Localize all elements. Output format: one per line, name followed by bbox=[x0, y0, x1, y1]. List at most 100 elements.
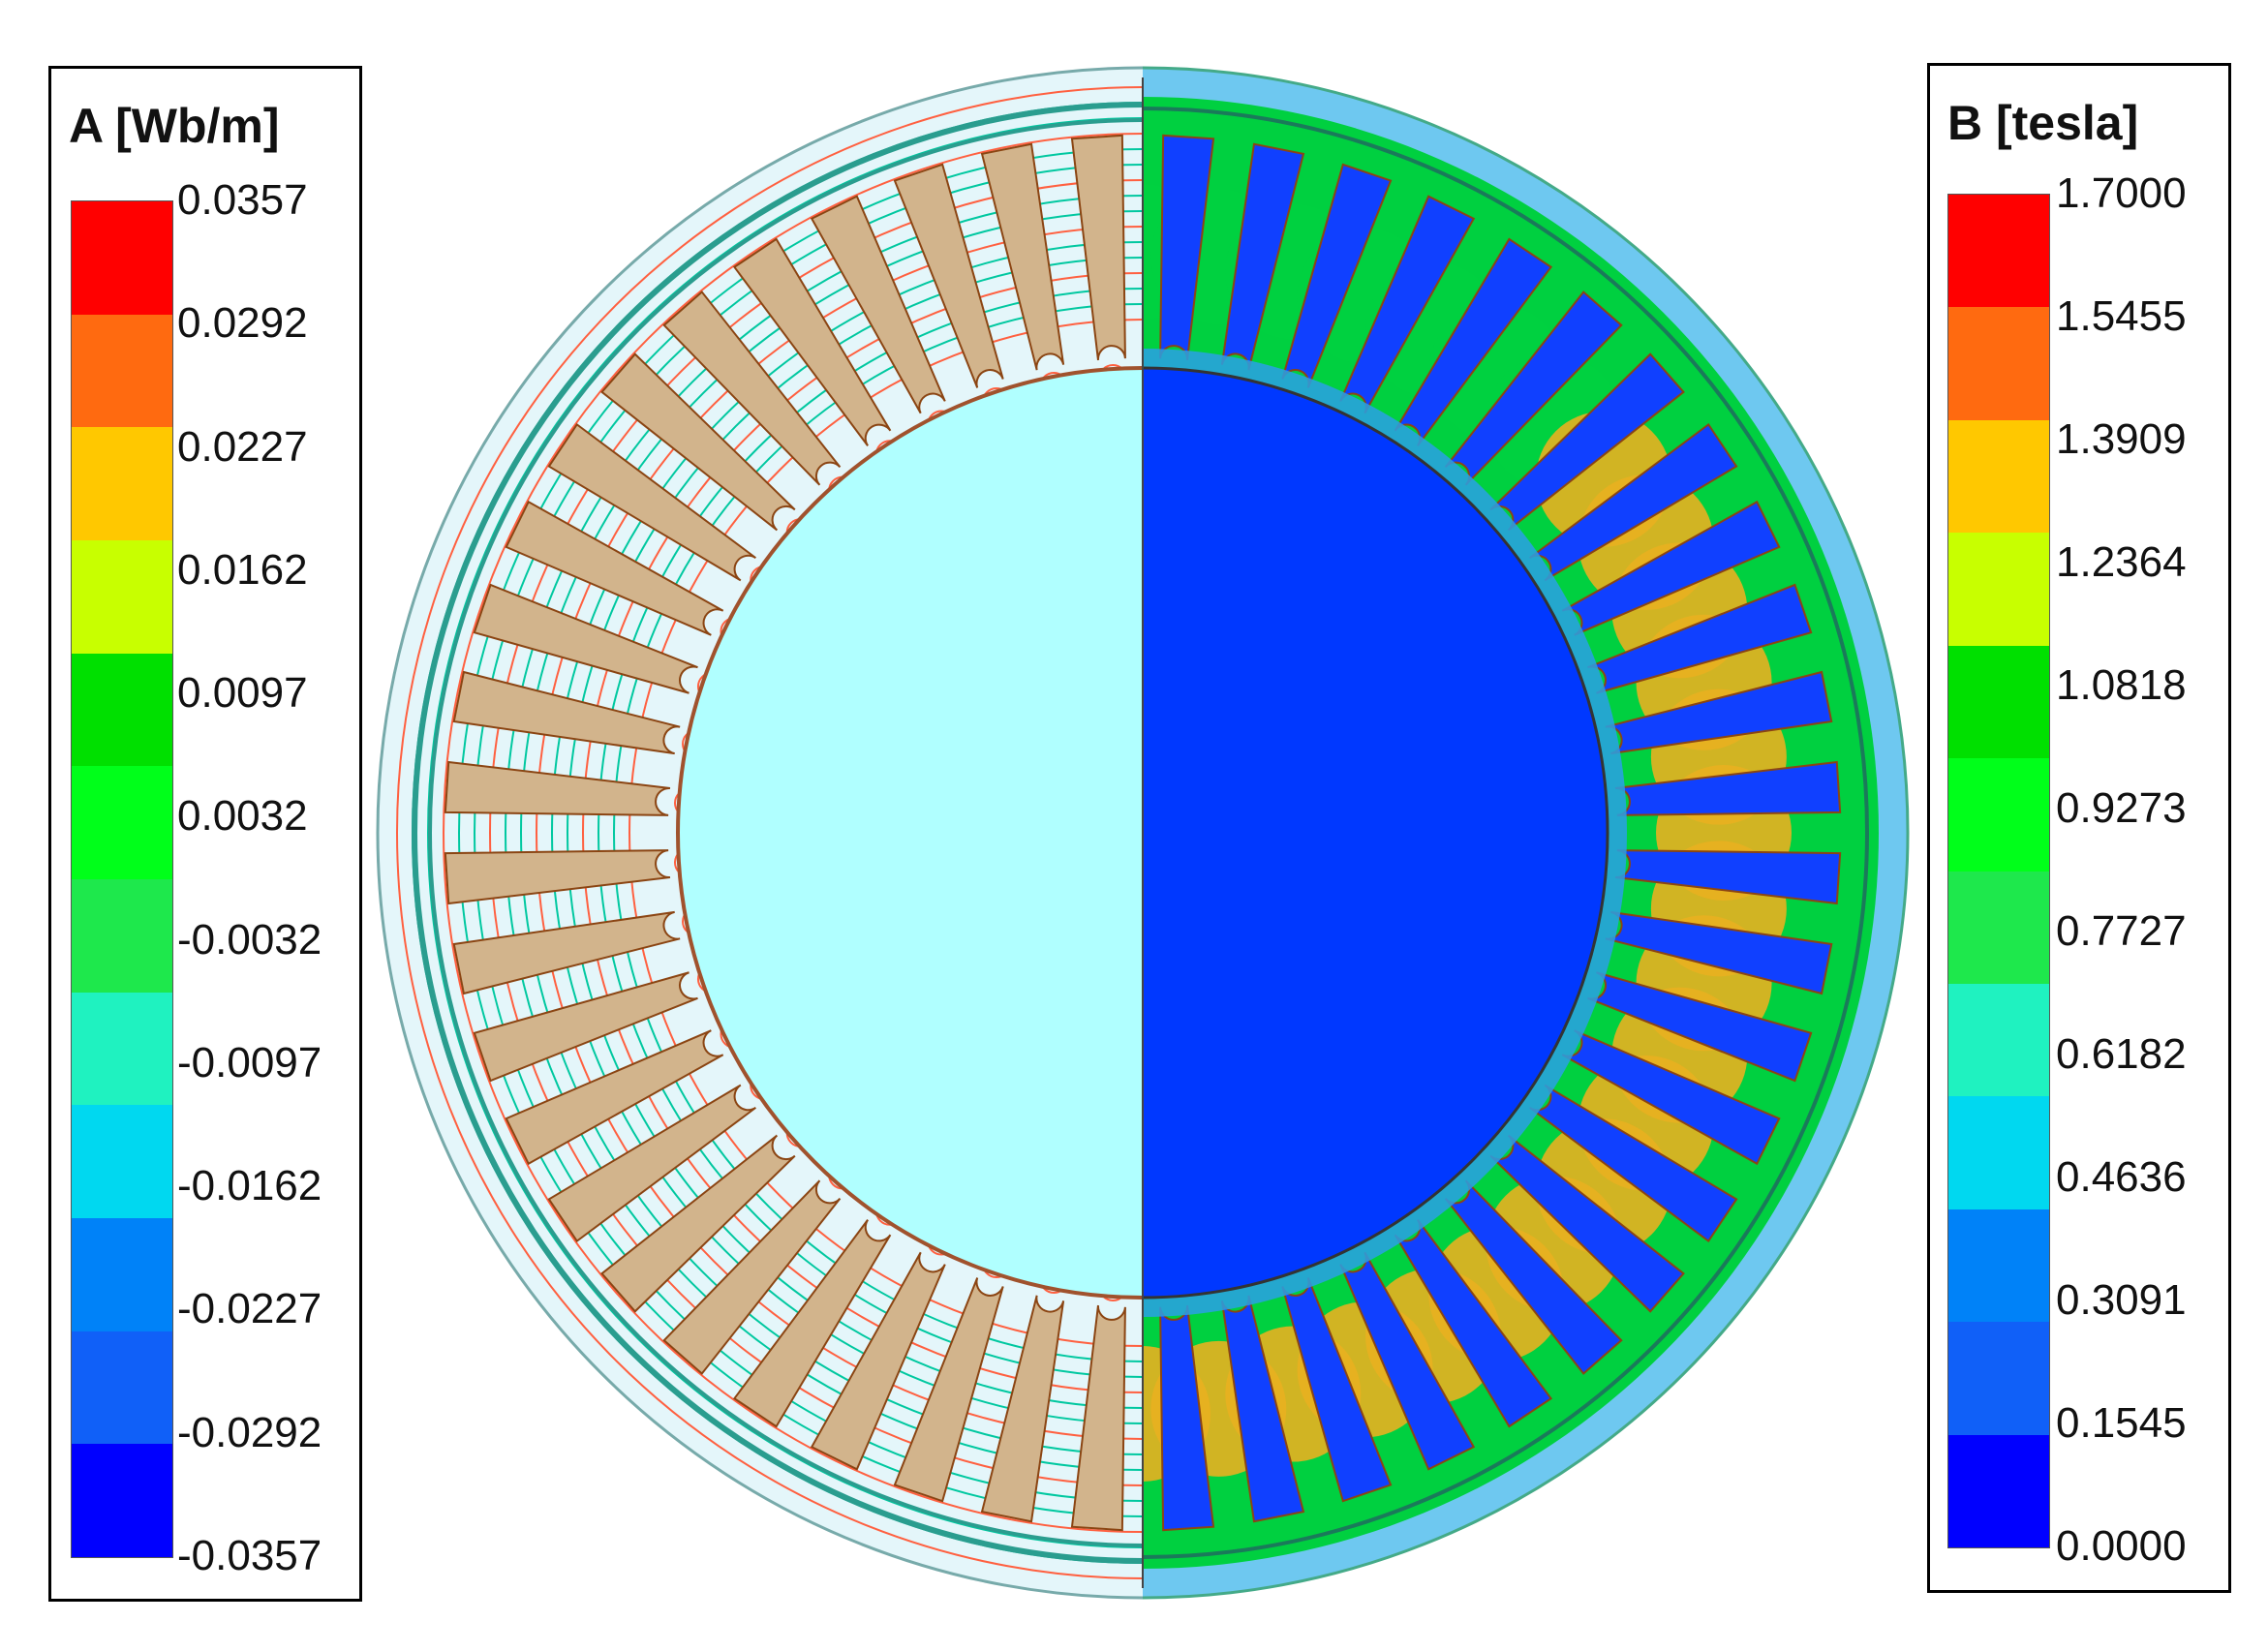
stator-ring bbox=[428, 118, 1143, 1547]
flux-contour-line bbox=[628, 319, 1143, 1347]
motor-cross-section bbox=[376, 66, 1910, 1600]
flux-contour-line bbox=[613, 303, 1143, 1362]
legend-color-band bbox=[72, 540, 172, 655]
legend-tick-label: -0.0097 bbox=[177, 1038, 322, 1086]
legend-a-colorbar bbox=[71, 200, 173, 1558]
legend-color-band bbox=[1948, 533, 2049, 647]
legend-tick-label: 0.0227 bbox=[177, 422, 308, 471]
coil-slot bbox=[662, 291, 842, 486]
flux-contour-line bbox=[598, 288, 1143, 1378]
legend-tick-label: 0.0097 bbox=[177, 669, 308, 718]
legend-color-band bbox=[72, 879, 172, 994]
coil-slot bbox=[893, 163, 1004, 388]
legend-tick-label: 0.1545 bbox=[2056, 1399, 2187, 1447]
legend-tick-label: 1.2364 bbox=[2056, 538, 2187, 586]
coil-slot bbox=[452, 910, 681, 995]
legend-tick-label: -0.0357 bbox=[177, 1532, 322, 1579]
coil-slot bbox=[452, 670, 681, 755]
legend-color-band bbox=[1948, 1208, 2049, 1323]
legend-tick-label: 0.3091 bbox=[2056, 1276, 2187, 1324]
legend-color-band bbox=[72, 653, 172, 767]
legend-color-band bbox=[72, 427, 172, 541]
legend-tick-label: 0.4636 bbox=[2056, 1153, 2187, 1201]
flux-contour-line bbox=[489, 179, 1143, 1486]
coil-slot bbox=[732, 1219, 892, 1428]
stator-ring bbox=[1143, 107, 1869, 1559]
coil-slot bbox=[732, 237, 892, 446]
legend-tick-label: 0.0162 bbox=[177, 545, 308, 594]
coil-slot bbox=[600, 352, 796, 532]
legend-tick-label: 0.6182 bbox=[2056, 1030, 2187, 1078]
flux-contour-line bbox=[458, 148, 1143, 1517]
coil-slot bbox=[810, 195, 946, 414]
legend-tick-label: -0.0227 bbox=[177, 1285, 322, 1333]
coil-slot bbox=[893, 1277, 1004, 1503]
legend-tick-label: 1.0818 bbox=[2056, 661, 2187, 709]
legend-tick-label: -0.0032 bbox=[177, 915, 322, 964]
flux-contour-line bbox=[396, 86, 1143, 1579]
legend-tick-label: 1.5455 bbox=[2056, 292, 2187, 340]
legend-color-band bbox=[1948, 307, 2049, 421]
legend-color-band bbox=[72, 766, 172, 880]
flux-line-plot-half bbox=[376, 66, 1143, 1600]
coil-slot bbox=[980, 1295, 1065, 1523]
legend-tick-label: 1.7000 bbox=[2056, 169, 2187, 217]
flux-density-plot-half bbox=[1143, 66, 1910, 1600]
legend-color-band bbox=[1948, 871, 2049, 985]
legend-color-band bbox=[1948, 419, 2049, 534]
coil-slot bbox=[505, 1029, 724, 1166]
coil-slot bbox=[444, 849, 671, 905]
legend-tick-label: 0.7727 bbox=[2056, 907, 2187, 955]
legend-tick-label: 0.9273 bbox=[2056, 784, 2187, 832]
coil-slot bbox=[505, 500, 724, 636]
stator-ring bbox=[412, 102, 1143, 1564]
coil-slot bbox=[980, 142, 1065, 371]
coil-slot bbox=[547, 422, 756, 582]
flux-contour-line bbox=[520, 210, 1143, 1455]
legend-a-title: A [Wb/m] bbox=[69, 99, 280, 153]
legend-color-band bbox=[1948, 645, 2049, 759]
flux-contour-line bbox=[443, 133, 1143, 1533]
legend-color-band bbox=[72, 992, 172, 1106]
legend-tick-label: 0.0032 bbox=[177, 792, 308, 841]
legend-color-band bbox=[72, 314, 172, 428]
legend-color-band bbox=[1948, 1322, 2049, 1436]
coil-slot bbox=[600, 1134, 796, 1313]
legend-color-band bbox=[72, 1218, 172, 1332]
flux-contour-line bbox=[536, 226, 1143, 1440]
coil-slot bbox=[473, 583, 698, 694]
legend-tick-label: 0.0000 bbox=[2056, 1522, 2187, 1570]
flux-contour-line bbox=[474, 164, 1143, 1502]
legend-b-title: B [tesla] bbox=[1947, 96, 2139, 150]
legend-color-band bbox=[1948, 983, 2049, 1097]
flux-contour-line bbox=[551, 241, 1143, 1424]
legend-a: A [Wb/m] 0.0357 0.0292 0.0227 0.0162 0.0097 0… bbox=[48, 66, 362, 1602]
legend-color-band bbox=[1948, 195, 2049, 308]
coil-slot bbox=[662, 1179, 842, 1375]
legend-color-band bbox=[72, 1331, 172, 1445]
legend-color-band bbox=[72, 1444, 172, 1558]
legend-tick-label: -0.0162 bbox=[177, 1162, 322, 1210]
coil-slot bbox=[547, 1084, 756, 1243]
legend-color-band bbox=[1948, 1096, 2049, 1210]
legend-tick-label: 1.3909 bbox=[2056, 415, 2187, 463]
legend-color-band bbox=[1948, 1434, 2049, 1548]
flux-contour-line bbox=[582, 272, 1143, 1393]
rotor-bore bbox=[1143, 366, 1609, 1300]
legend-b-colorbar bbox=[1947, 194, 2050, 1548]
legend-color-band bbox=[72, 201, 172, 316]
legend-tick-label: -0.0292 bbox=[177, 1408, 322, 1456]
coil-slot bbox=[1070, 1304, 1126, 1532]
coil-slot bbox=[473, 971, 698, 1083]
flux-contour-line bbox=[567, 257, 1143, 1409]
legend-color-band bbox=[1948, 758, 2049, 872]
flux-contour-line bbox=[505, 195, 1143, 1471]
coil-slot bbox=[810, 1251, 946, 1471]
legend-color-band bbox=[72, 1105, 172, 1219]
coil-slot bbox=[444, 760, 671, 816]
coil-slot bbox=[1070, 134, 1126, 361]
legend-b: B [tesla] 1.7000 1.5455 1.3909 1.2364 1.0818… bbox=[1927, 63, 2231, 1593]
legend-tick-label: 0.0292 bbox=[177, 299, 308, 348]
rotor-bore bbox=[676, 366, 1143, 1300]
legend-tick-label: 0.0357 bbox=[177, 176, 308, 224]
